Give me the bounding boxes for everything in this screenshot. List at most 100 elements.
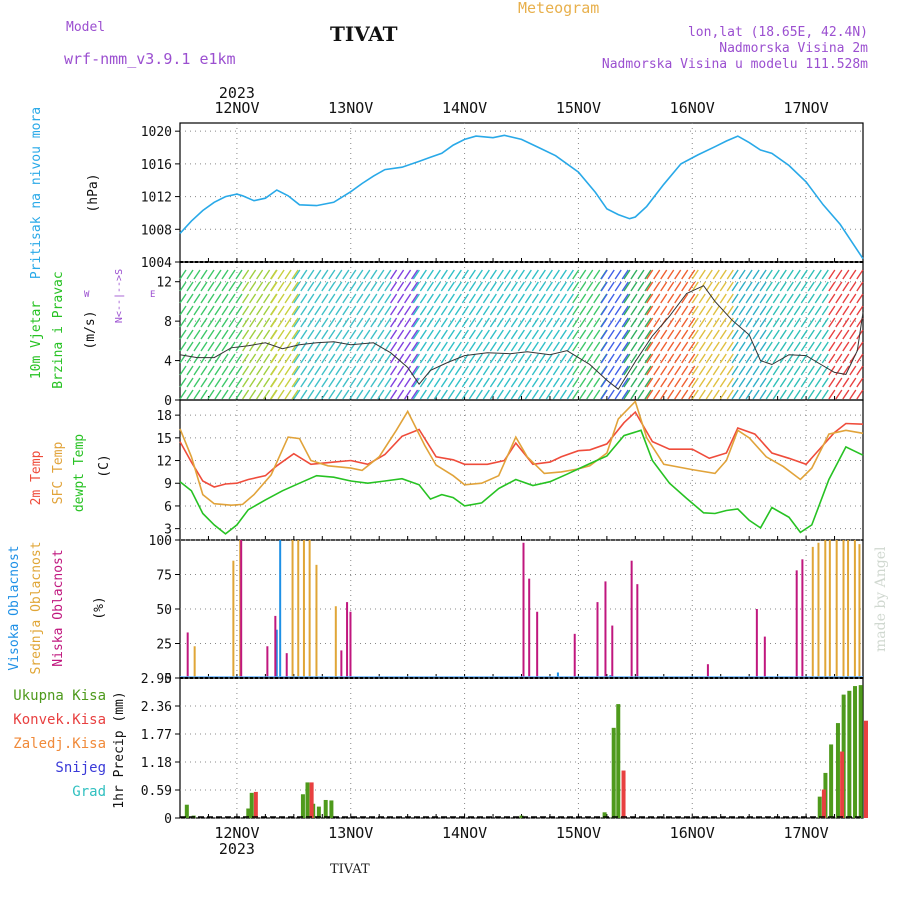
wind-barb bbox=[842, 353, 850, 364]
wind-barb bbox=[489, 269, 497, 280]
wind-barb bbox=[321, 353, 329, 364]
wind-barb bbox=[256, 305, 264, 316]
wind-barb bbox=[349, 293, 357, 304]
wind-barb bbox=[377, 377, 385, 388]
wind-barb bbox=[849, 377, 857, 388]
wind-barb bbox=[614, 377, 622, 388]
wind-barb bbox=[461, 389, 469, 400]
precip-legend-item: Zaledj.Kisa bbox=[13, 736, 106, 752]
wind-barb bbox=[646, 341, 654, 352]
wind-barb bbox=[307, 269, 315, 280]
wind-barb bbox=[772, 293, 780, 304]
wind-barb bbox=[835, 305, 843, 316]
wind-barb bbox=[321, 293, 329, 304]
wind-barb bbox=[349, 329, 357, 340]
wind-barb bbox=[221, 329, 229, 340]
wind-barb bbox=[517, 377, 525, 388]
wind-barb bbox=[745, 305, 753, 316]
wind-barb bbox=[738, 377, 746, 388]
wind-barb bbox=[468, 317, 476, 328]
wind-barb bbox=[342, 329, 350, 340]
wind-barb bbox=[179, 329, 187, 340]
wind-barb bbox=[545, 377, 553, 388]
wind-barb bbox=[503, 329, 511, 340]
wind-barb bbox=[691, 377, 699, 388]
wind-barb bbox=[412, 377, 420, 388]
day-label-top: 14NOV bbox=[442, 99, 487, 117]
wind-barb bbox=[637, 365, 645, 376]
wind-barb bbox=[440, 269, 448, 280]
wind-barb bbox=[698, 269, 706, 280]
wind-barb bbox=[356, 329, 364, 340]
wind-barb bbox=[179, 305, 187, 316]
wind-barb bbox=[447, 317, 455, 328]
wind-barb bbox=[691, 269, 699, 280]
wind-barb bbox=[712, 353, 720, 364]
wind-barb bbox=[759, 317, 767, 328]
tick-label-wind: 8 bbox=[164, 315, 172, 330]
wind-barb bbox=[228, 317, 236, 328]
tick-label-temperature: 12 bbox=[156, 455, 172, 470]
wind-barb bbox=[842, 329, 850, 340]
wind-barb bbox=[200, 329, 208, 340]
wind-barb bbox=[623, 305, 631, 316]
wind-barb bbox=[370, 329, 378, 340]
wind-barb bbox=[377, 305, 385, 316]
wind-barb bbox=[705, 293, 713, 304]
wind-barb bbox=[256, 365, 264, 376]
wind-barb bbox=[496, 281, 504, 292]
wind-barb bbox=[300, 305, 308, 316]
wind-barb bbox=[412, 305, 420, 316]
wind-barb bbox=[496, 329, 504, 340]
wind-barb bbox=[807, 317, 815, 328]
bar-clouds-0 bbox=[556, 672, 559, 678]
wind-barb bbox=[772, 329, 780, 340]
wind-barb bbox=[468, 329, 476, 340]
wind-barb bbox=[440, 377, 448, 388]
wind-barb bbox=[489, 365, 497, 376]
wind-barb bbox=[510, 341, 518, 352]
wind-barb bbox=[726, 353, 734, 364]
wind-barb bbox=[461, 293, 469, 304]
bar-precipitation-0 bbox=[853, 686, 858, 818]
wind-barb bbox=[221, 389, 229, 400]
wind-barb bbox=[293, 341, 301, 352]
bar-precipitation-0 bbox=[246, 808, 251, 818]
wind-barb bbox=[270, 281, 278, 292]
wind-barb bbox=[731, 353, 739, 364]
wind-barb bbox=[186, 329, 194, 340]
wind-barb bbox=[404, 389, 412, 400]
bar-clouds-1 bbox=[297, 540, 300, 678]
bar-clouds-2 bbox=[528, 578, 531, 678]
wind-barb bbox=[793, 365, 801, 376]
wind-barb bbox=[356, 377, 364, 388]
wind-barb bbox=[440, 293, 448, 304]
wind-barb bbox=[653, 377, 661, 388]
wind-barb-band bbox=[691, 269, 734, 400]
wind-barb bbox=[475, 389, 483, 400]
wind-barb bbox=[314, 377, 322, 388]
wind-barb bbox=[630, 365, 638, 376]
wind-barb bbox=[814, 365, 822, 376]
wind-barb bbox=[745, 377, 753, 388]
wind-barb bbox=[291, 269, 299, 280]
wind-barb bbox=[412, 365, 420, 376]
bar-clouds-2 bbox=[795, 570, 798, 678]
wind-barb bbox=[745, 365, 753, 376]
wind-barb bbox=[293, 377, 301, 388]
wind-barb bbox=[335, 281, 343, 292]
wind-barb bbox=[545, 329, 553, 340]
year-label-bottom: 2023 bbox=[219, 840, 255, 858]
wind-barb bbox=[228, 353, 236, 364]
wind-barb bbox=[698, 377, 706, 388]
wind-barb bbox=[531, 341, 539, 352]
wind-barb bbox=[496, 269, 504, 280]
wind-barb bbox=[363, 389, 371, 400]
tick-label-wind: 0 bbox=[164, 394, 172, 409]
wind-barb bbox=[454, 329, 462, 340]
wind-barb bbox=[559, 353, 567, 364]
wind-barb bbox=[328, 341, 336, 352]
wind-barb bbox=[242, 317, 250, 328]
wind-barb bbox=[653, 365, 661, 376]
wind-barb bbox=[356, 305, 364, 316]
